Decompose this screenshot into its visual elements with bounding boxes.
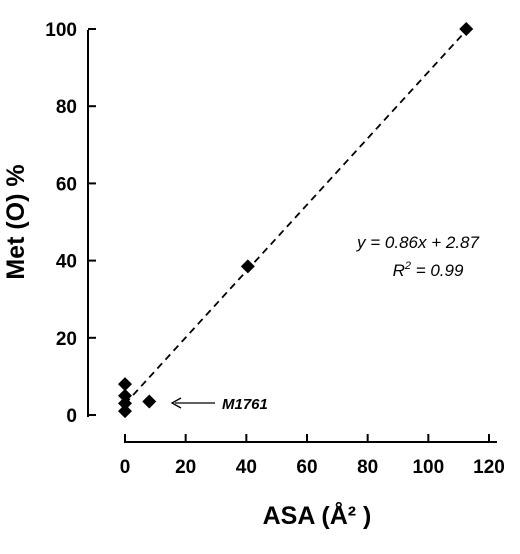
trendline-group xyxy=(124,29,467,405)
y-axis-title: Met (O) % xyxy=(2,164,30,279)
y-tick-label: 20 xyxy=(56,329,77,350)
trendline xyxy=(124,29,467,405)
annotation-label: M1761 xyxy=(222,396,268,413)
x-tick-label: 40 xyxy=(236,457,257,478)
equation-label: y = 0.86x + 2.87 xyxy=(356,233,479,252)
y-tick-label: 40 xyxy=(56,252,77,273)
x-tick-label: 0 xyxy=(120,457,131,478)
x-tick-label: 120 xyxy=(473,457,505,478)
x-tick-label: 100 xyxy=(412,457,444,478)
data-point xyxy=(118,377,132,392)
x-ticks: 0 20 40 60 80 100 120 xyxy=(120,434,505,478)
data-point xyxy=(240,259,255,274)
y-tick-label: 80 xyxy=(56,97,77,118)
x-tick-label: 80 xyxy=(357,457,378,478)
data-point xyxy=(142,394,157,409)
r2-suffix: = 0.99 xyxy=(411,261,464,280)
y-tick-label: 100 xyxy=(45,20,77,41)
r2-superscript: 2 xyxy=(404,260,411,272)
annotation-arrow xyxy=(170,397,215,409)
y-tick-label: 0 xyxy=(66,406,77,427)
y-tick-label: 60 xyxy=(56,174,77,195)
x-tick-label: 60 xyxy=(296,457,317,478)
r2-label: R2 = 0.99 xyxy=(393,260,464,280)
x-axis-title: ASA (Å² ) xyxy=(263,501,372,530)
x-tick-label: 20 xyxy=(175,457,196,478)
arrowhead xyxy=(170,397,182,409)
data-point xyxy=(118,388,132,403)
data-point xyxy=(118,396,132,411)
r2-prefix: R xyxy=(393,261,405,280)
y-ticks: 0 20 40 60 80 100 xyxy=(45,20,96,427)
data-point xyxy=(459,22,474,36)
data-point xyxy=(118,404,132,419)
data-points xyxy=(118,22,474,419)
